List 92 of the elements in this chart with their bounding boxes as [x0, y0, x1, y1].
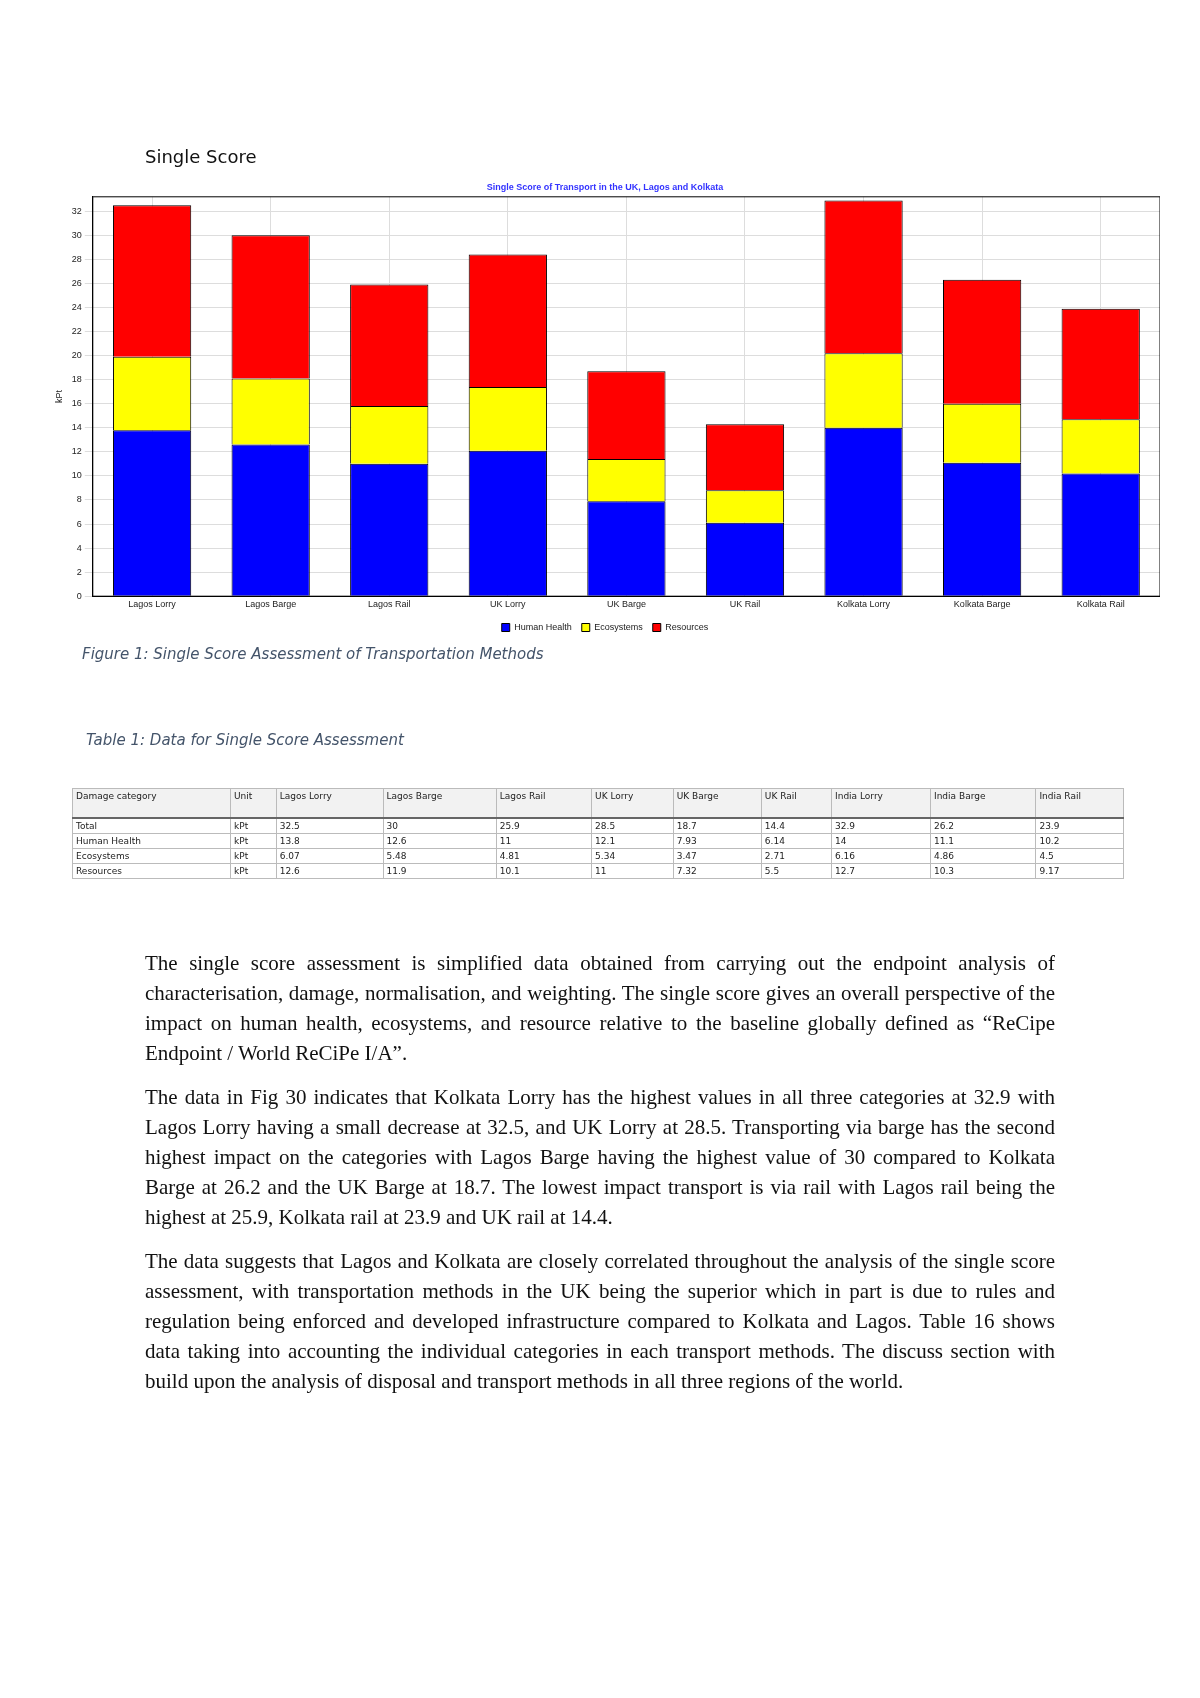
text: 32.5 — [276, 818, 384, 834]
text: Human Health — [72, 833, 231, 849]
y-tick-label: 28 — [71, 253, 82, 264]
text: Ecosystems — [72, 848, 231, 864]
x-tick-label: Lagos Lorry — [128, 599, 177, 610]
y-tick-label: 26 — [71, 277, 82, 288]
text: 12.1 — [591, 833, 674, 849]
y-tick-label: 6 — [76, 518, 82, 529]
text: 11.1 — [930, 833, 1036, 849]
text: 28.5 — [591, 818, 674, 834]
text: 23.9 — [1035, 818, 1124, 834]
x-tick-label: Kolkata Lorry — [837, 599, 891, 610]
text: India Rail — [1035, 788, 1124, 818]
y-tick-label: 16 — [71, 398, 82, 409]
text: 30 — [383, 818, 497, 834]
text: 11 — [591, 863, 674, 879]
text: 9.17 — [1035, 863, 1124, 879]
y-tick-label: 12 — [71, 446, 82, 457]
text: 14 — [831, 833, 931, 849]
text: Lagos Barge — [383, 788, 497, 818]
text: UK Barge — [673, 788, 762, 818]
x-tick-label: UK Rail — [729, 599, 761, 610]
text: The data suggests that Lagos and Kolkata are closely correlated throughout the analysis of the single score assessment, with transportation methods in the UK being the superior which in part is due to rules and regulation being enforced and developed infrastructure compared to Kolkata and Lagos. Table 16 shows data taking into accounting the individual categories in each transport methods. The discuss section with build upon the analysis of disposal and transport methods in all three regions of the world. — [145, 1248, 1055, 1395]
text: India Barge — [930, 788, 1036, 818]
text: 25.9 — [496, 818, 592, 834]
y-tick-label: 22 — [71, 326, 82, 337]
y-tick-label: 10 — [71, 470, 82, 481]
text: 6.07 — [276, 848, 384, 864]
text: 11.9 — [383, 863, 497, 879]
text: 2.71 — [761, 848, 832, 864]
text: 4.81 — [496, 848, 592, 864]
legend-label: Ecosystems — [594, 621, 644, 632]
x-tick-label: Kolkata Barge — [953, 599, 1011, 610]
text: India Lorry — [831, 788, 931, 818]
text: 14.4 — [761, 818, 832, 834]
text: Resources — [72, 863, 231, 879]
text: 12.6 — [383, 833, 497, 849]
text: 5.34 — [591, 848, 674, 864]
text: 3.47 — [673, 848, 762, 864]
text: 5.48 — [383, 848, 497, 864]
y-tick-label: 30 — [71, 229, 82, 240]
text: 32.9 — [831, 818, 931, 834]
text: kPt — [230, 818, 277, 834]
y-tick-label: 14 — [71, 422, 82, 433]
text: UK Lorry — [591, 788, 674, 818]
text: The data in Fig 30 indicates that Kolkata Lorry has the highest values in all three categories at 32.9 with Lagos Lorry having a small decrease at 32.5, and UK Lorry at 28.5. Transporting via barge has the second highest impact on the categories with Lagos Barge having the highest value of 30 compared to Kolkata Barge at 26.2 and the UK Barge at 18.7. The lowest impact transport is via rail with Lagos rail being the highest at 25.9, Kolkata rail at 23.9 and UK rail at 14.4. — [145, 1084, 1055, 1231]
text: kPt — [230, 833, 277, 849]
text: 12.7 — [831, 863, 931, 879]
text: 7.93 — [673, 833, 762, 849]
y-tick-label: 2 — [76, 566, 82, 577]
y-tick-label: 32 — [71, 205, 82, 216]
text: 4.5 — [1035, 848, 1124, 864]
caption: Figure 1: Single Score Assessment of Transportation Methods — [82, 645, 544, 663]
text: kPt — [230, 863, 277, 879]
text: Table 1: Data for Single Score Assessment — [86, 731, 404, 749]
text: The single score assessment is simplified data obtained from carrying out the endpoint analysis of characterisation, damage, normalisation, and weighting. The single score gives an overall perspective of the impact on human health, ecosystems, and resource relative to the baseline globally defined as “ReCipe Endpoint / World ReCiPe I/A”. — [145, 950, 1055, 1067]
text: Damage category — [72, 788, 231, 818]
text: 10.2 — [1035, 833, 1124, 849]
x-tick-label: Lagos Barge — [245, 599, 297, 610]
text: Single Score — [145, 146, 257, 167]
y-tick-label: 20 — [71, 350, 82, 361]
x-tick-label: UK Barge — [606, 599, 646, 610]
text: Total — [72, 818, 231, 834]
text: UK Rail — [761, 788, 832, 818]
text: 13.8 — [276, 833, 384, 849]
text: 12.6 — [276, 863, 384, 879]
text: Lagos Rail — [496, 788, 592, 818]
legend-label: Human Health — [514, 621, 572, 632]
y-axis-title: kPt — [53, 389, 64, 404]
text: Lagos Lorry — [276, 788, 384, 818]
text: 11 — [496, 833, 592, 849]
text: 10.1 — [496, 863, 592, 879]
text: 10.3 — [930, 863, 1036, 879]
text: 4.86 — [930, 848, 1036, 864]
text: Unit — [230, 788, 277, 818]
text: 6.14 — [761, 833, 832, 849]
text: 26.2 — [930, 818, 1036, 834]
chart-title: Single Score of Transport in the UK, Lagos and Kolkata — [486, 181, 725, 192]
x-tick-label: Lagos Rail — [367, 599, 411, 610]
y-tick-label: 8 — [76, 494, 82, 505]
text: kPt — [230, 848, 277, 864]
legend-label: Resources — [665, 621, 709, 632]
text: 7.32 — [673, 863, 762, 879]
y-tick-label: 4 — [76, 542, 82, 553]
text: 5.5 — [761, 863, 832, 879]
text: 18.7 — [673, 818, 762, 834]
y-tick-label: 24 — [71, 301, 82, 312]
x-tick-label: UK Lorry — [490, 599, 527, 610]
x-tick-label: Kolkata Rail — [1076, 599, 1125, 610]
y-tick-label: 0 — [76, 590, 82, 601]
y-tick-label: 18 — [71, 374, 82, 385]
text: 6.16 — [831, 848, 931, 864]
